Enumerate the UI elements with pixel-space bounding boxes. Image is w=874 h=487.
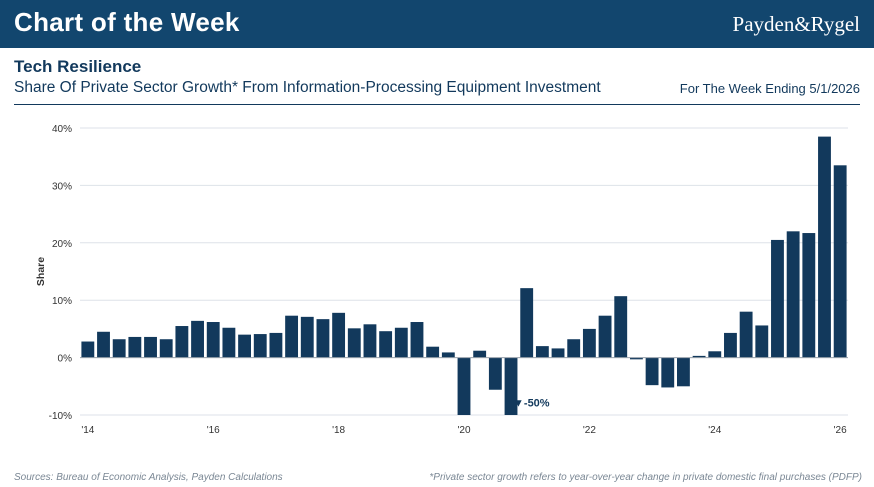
bar [144, 336, 157, 358]
bar [614, 296, 628, 358]
x-tick-label: '18 [332, 425, 345, 436]
bar [253, 334, 267, 358]
bar [363, 324, 377, 358]
y-tick-label: 30% [52, 181, 72, 192]
y-tick-label: 40% [52, 124, 72, 135]
bar [394, 327, 408, 358]
footnote: *Private sector growth refers to year-ov… [429, 472, 862, 483]
bar-annotation: ▼-50% [513, 397, 550, 409]
bar [692, 355, 706, 358]
bar [551, 348, 565, 358]
bar [379, 331, 393, 358]
bar [708, 351, 722, 358]
bar [724, 332, 737, 358]
bar [410, 322, 424, 358]
bar [222, 327, 236, 358]
sources-note: Sources: Bureau of Economic Analysis, Pa… [14, 472, 283, 483]
banner-title: Chart of the Week [14, 7, 240, 37]
bar [457, 357, 471, 415]
bar [598, 315, 612, 358]
bar [802, 233, 816, 358]
bar [426, 346, 440, 358]
bar [818, 136, 831, 358]
bar [175, 326, 189, 358]
y-tick-label: 20% [52, 239, 72, 250]
bar [112, 339, 126, 358]
bar [786, 231, 800, 358]
bar [128, 336, 142, 358]
bar [238, 334, 251, 358]
bar [833, 165, 847, 358]
bar [488, 357, 502, 390]
x-tick-label: '26 [834, 425, 847, 436]
bar [739, 311, 753, 358]
y-tick-label: 10% [52, 296, 72, 307]
y-axis-label: Share [35, 257, 47, 286]
x-tick-label: '20 [457, 425, 470, 436]
bar [191, 320, 204, 358]
bar [269, 332, 283, 358]
bar [567, 339, 581, 358]
bar [285, 315, 299, 358]
payden-rygel-logo: Payden&Rygel [732, 12, 860, 36]
bar [755, 325, 769, 358]
y-tick-label: -10% [49, 411, 72, 422]
bar [97, 331, 110, 358]
bar [629, 357, 643, 360]
bar [159, 339, 173, 358]
header-banner: Chart of the Week Payden&Rygel [0, 0, 874, 48]
bar [677, 357, 690, 387]
x-tick-label: '24 [708, 425, 721, 436]
x-tick-label: '22 [583, 425, 596, 436]
header-divider [14, 104, 860, 105]
bar [332, 312, 346, 358]
bar [771, 239, 784, 358]
week-ending-label: For The Week Ending 5/1/2026 [679, 81, 860, 96]
chart-subtitle: Share Of Private Sector Growth* From Inf… [14, 79, 601, 96]
bar [300, 316, 314, 358]
bar [535, 346, 549, 358]
bar [504, 357, 518, 415]
chart-title: Tech Resilience [14, 57, 142, 76]
bar [316, 319, 330, 358]
bar [81, 341, 95, 358]
bar [347, 328, 361, 358]
bar [661, 357, 675, 388]
bar-chart: -10% 0% 10% 20% 30% 40% Share '14 '16 '18 '20 '22 '2… [35, 124, 848, 436]
bar [441, 352, 455, 358]
bar [473, 350, 487, 358]
bar [582, 328, 596, 358]
bar [645, 357, 659, 386]
bar [206, 322, 220, 358]
x-tick-label: '14 [81, 425, 94, 436]
y-tick-label: 0% [58, 354, 73, 365]
bar [520, 288, 534, 358]
x-tick-label: '16 [207, 425, 220, 436]
